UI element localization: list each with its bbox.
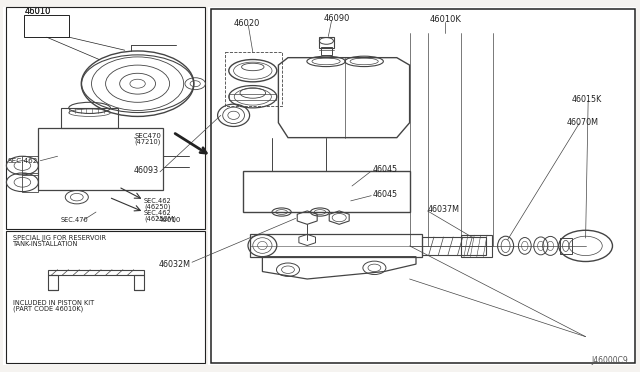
Bar — [3, 231, 205, 365]
Text: 46010: 46010 — [159, 217, 181, 223]
Text: 46020: 46020 — [234, 19, 260, 28]
Text: SEC.462: SEC.462 — [8, 158, 38, 164]
Bar — [22, 156, 38, 175]
Text: 46070M: 46070M — [566, 118, 598, 127]
Text: INCLUDED IN PISTON KIT: INCLUDED IN PISTON KIT — [13, 300, 94, 306]
Text: 46010K: 46010K — [430, 15, 462, 24]
Bar — [6, 231, 205, 363]
Text: SEC470: SEC470 — [134, 133, 161, 139]
Bar — [250, 234, 422, 257]
Bar — [211, 9, 635, 363]
Bar — [61, 108, 118, 128]
Text: (46250): (46250) — [144, 203, 170, 210]
Bar — [208, 7, 636, 365]
Bar — [6, 7, 205, 229]
Text: 46010: 46010 — [24, 7, 51, 16]
Text: 46032M: 46032M — [159, 260, 191, 269]
Bar — [560, 238, 572, 254]
Text: 46090: 46090 — [323, 14, 349, 23]
Text: (46252M): (46252M) — [144, 215, 176, 222]
Text: 46015K: 46015K — [572, 95, 602, 104]
Text: 46045: 46045 — [372, 190, 397, 199]
Bar — [3, 7, 205, 231]
Text: SEC.462: SEC.462 — [144, 198, 172, 204]
Bar — [48, 275, 58, 290]
Text: (PART CODE 46010K): (PART CODE 46010K) — [13, 305, 83, 312]
Text: SEC.470: SEC.470 — [61, 217, 88, 223]
Text: J46000C9: J46000C9 — [592, 356, 628, 365]
Bar — [319, 37, 334, 48]
Text: SPECIAL JIG FOR RESERVOIR: SPECIAL JIG FOR RESERVOIR — [13, 235, 106, 241]
Bar — [321, 47, 332, 55]
Bar — [22, 173, 38, 192]
Bar — [134, 275, 144, 290]
Bar — [422, 237, 486, 255]
Text: 46010: 46010 — [24, 7, 51, 16]
Bar — [48, 270, 144, 275]
Text: 46037M: 46037M — [428, 205, 460, 214]
Bar — [229, 94, 276, 100]
Bar — [243, 171, 410, 212]
Text: SEC.462: SEC.462 — [144, 210, 172, 216]
Text: 46045: 46045 — [372, 165, 397, 174]
Bar — [461, 235, 492, 257]
Text: TANK-INSTALLATION: TANK-INSTALLATION — [13, 241, 78, 247]
Text: 46093: 46093 — [134, 166, 159, 175]
Bar — [24, 15, 69, 37]
Text: (47210): (47210) — [134, 138, 161, 145]
Bar — [38, 128, 163, 190]
